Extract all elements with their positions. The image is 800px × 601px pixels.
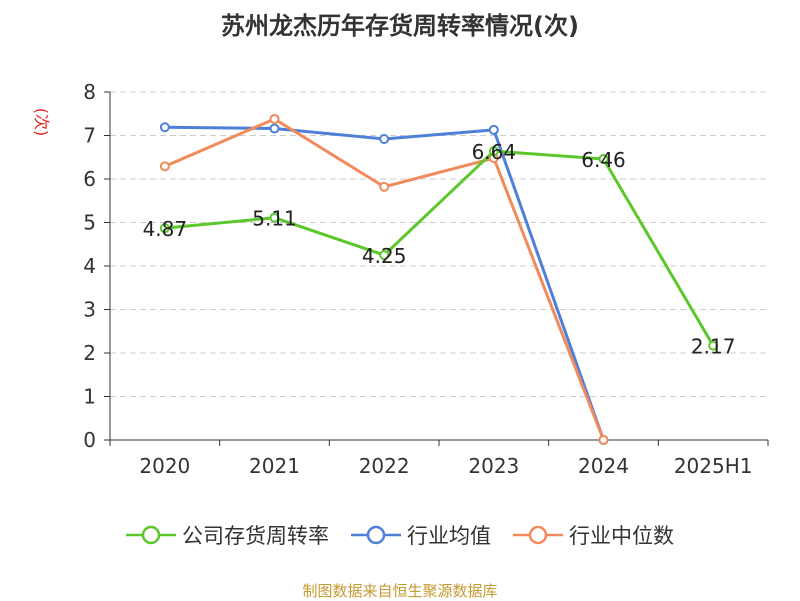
- y-tick-label-5: 5: [83, 211, 96, 235]
- series-line-1: [164, 125, 605, 441]
- series-0-point-2025H1: [708, 340, 719, 351]
- y-tick-label-1: 1: [83, 385, 96, 409]
- legend-marker-company: [126, 525, 176, 545]
- chart-title: 苏州龙杰历年存货周转率情况(次): [221, 12, 579, 40]
- series-0-point-2024: [598, 153, 609, 164]
- legend-item-company[interactable]: 公司存货周转率: [126, 520, 329, 550]
- legend-label-industry-mean: 行业均值: [407, 524, 491, 548]
- series-1-point-2023: [488, 124, 499, 135]
- series-2-point-2020: [159, 161, 170, 172]
- series-1-point-2022: [379, 133, 390, 144]
- series-line-2: [164, 117, 605, 441]
- legend-marker-industry-mean: [351, 525, 401, 545]
- x-tick-label-2025H1: 2025H1: [674, 454, 753, 478]
- data-label-2024: 6.46: [581, 148, 626, 172]
- series-1-point-2021: [269, 123, 280, 134]
- series-0-point-2021: [269, 212, 280, 223]
- y-tick-label-7: 7: [83, 124, 96, 148]
- y-tick-label-6: 6: [83, 167, 96, 191]
- x-tick-label-2021: 2021: [249, 454, 300, 478]
- series-0-point-2023: [488, 146, 499, 157]
- data-label-2021: 5.11: [252, 207, 297, 231]
- y-tick-label-3: 3: [83, 298, 96, 322]
- y-tick-label-4: 4: [83, 254, 96, 278]
- series-2-point-2024: [598, 435, 609, 445]
- legend: 公司存货周转率 行业均值 行业中位数: [0, 520, 800, 550]
- series-2-point-2021: [269, 113, 280, 124]
- data-label-2020: 4.87: [143, 217, 188, 241]
- legend-label-company: 公司存货周转率: [182, 524, 329, 548]
- data-label-2023: 6.64: [472, 140, 517, 164]
- series-1-point-2020: [159, 122, 170, 133]
- legend-label-industry-median: 行业中位数: [569, 524, 674, 548]
- x-tick-label-2023: 2023: [468, 454, 519, 478]
- y-tick-label-0: 0: [83, 428, 96, 452]
- x-tick-label-2022: 2022: [359, 454, 410, 478]
- legend-item-industry-mean[interactable]: 行业均值: [351, 520, 491, 550]
- data-label-2022: 4.25: [362, 244, 407, 268]
- series-line-0: [164, 149, 715, 347]
- series-0-point-2022: [379, 250, 390, 261]
- x-tick-label-2020: 2020: [139, 454, 190, 478]
- y-tick-label-8: 8: [83, 80, 96, 104]
- x-tick-label-2024: 2024: [578, 454, 629, 478]
- series-0-point-2020: [159, 223, 170, 234]
- data-source-note: 制图数据来自恒生聚源数据库: [302, 582, 498, 600]
- legend-item-industry-median[interactable]: 行业中位数: [513, 520, 674, 550]
- data-label-2025H1: 2.17: [691, 335, 736, 359]
- series-2-point-2022: [379, 181, 390, 192]
- legend-marker-industry-median: [513, 525, 563, 545]
- y-tick-label-2: 2: [83, 341, 96, 365]
